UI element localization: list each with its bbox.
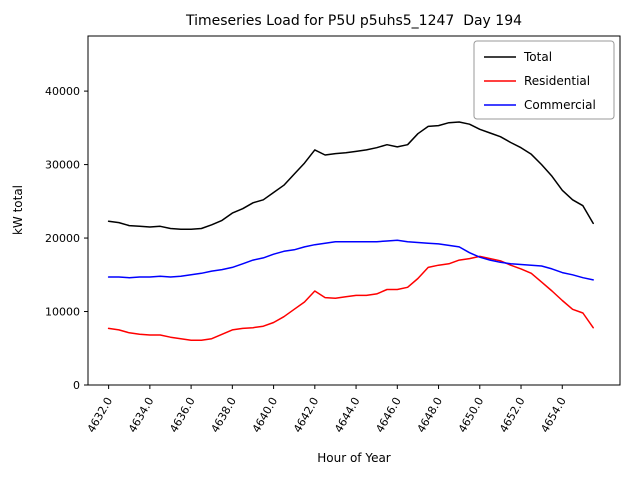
x-tick-label: 4650.0 bbox=[456, 395, 487, 435]
legend-box bbox=[473, 40, 615, 120]
x-tick-label: 4634.0 bbox=[126, 395, 157, 435]
y-tick-label: 40000 bbox=[45, 85, 80, 98]
y-axis-label: kW total bbox=[11, 184, 25, 236]
series-line-residential bbox=[107, 255, 594, 341]
y-tick-label: 10000 bbox=[45, 306, 80, 319]
legend-label-commercial: Commercial bbox=[524, 98, 596, 112]
series-line-commercial bbox=[107, 239, 594, 281]
y-tick-label: 30000 bbox=[45, 159, 80, 172]
y-tick-label: 20000 bbox=[45, 232, 80, 245]
x-tick-label: 4640.0 bbox=[250, 395, 281, 435]
axes-frame bbox=[87, 35, 621, 386]
x-tick-label: 4648.0 bbox=[415, 395, 446, 435]
legend-label-residential: Residential bbox=[524, 74, 590, 88]
x-tick-label: 4642.0 bbox=[291, 395, 322, 435]
x-tick-label: 4644.0 bbox=[332, 395, 363, 435]
series-line-total bbox=[107, 121, 594, 230]
x-tick-label: 4636.0 bbox=[167, 395, 198, 435]
x-tick-label: 4646.0 bbox=[373, 395, 404, 435]
x-axis-label: Hour of Year bbox=[317, 451, 391, 465]
legend-label-total: Total bbox=[523, 50, 552, 64]
x-tick-label: 4652.0 bbox=[497, 395, 528, 435]
x-tick-label: 4632.0 bbox=[85, 395, 116, 435]
x-tick-label: 4638.0 bbox=[208, 395, 239, 435]
x-tick-label: 4654.0 bbox=[538, 395, 569, 435]
y-tick-label: 0 bbox=[73, 379, 80, 392]
chart-title: Timeseries Load for P5U p5uhs5_1247 Day … bbox=[185, 13, 523, 29]
